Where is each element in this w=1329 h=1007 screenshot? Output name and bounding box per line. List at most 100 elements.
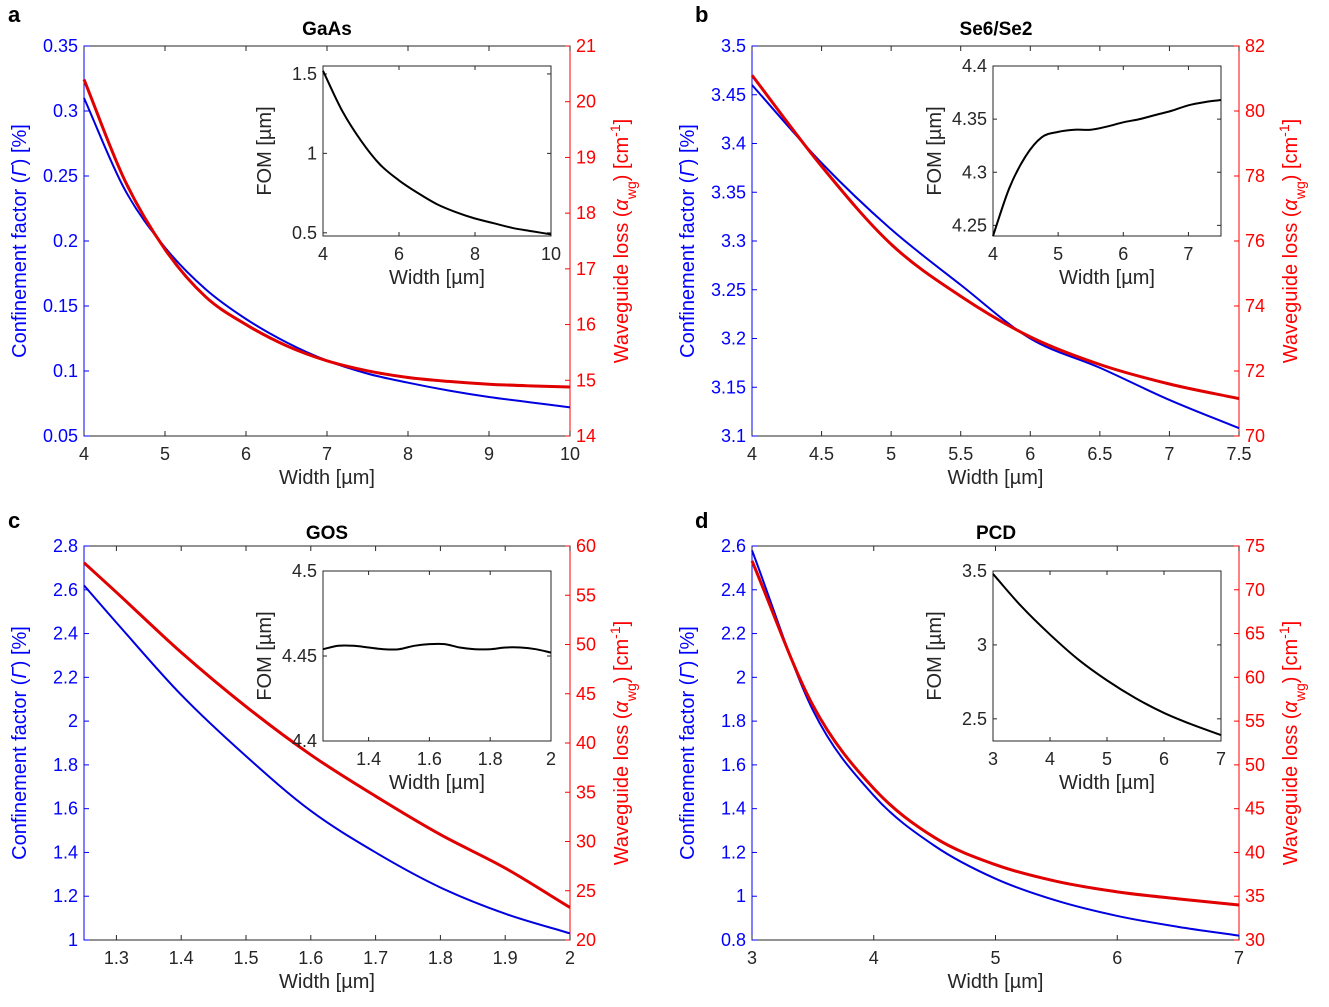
panel-label: a [8, 2, 21, 27]
inset-y-tick-label: 2.5 [962, 709, 987, 729]
left-tick-label: 3.25 [711, 280, 746, 300]
left-axis-label-symbol: Γ [9, 666, 31, 679]
left-tick-label: 0.35 [43, 36, 78, 56]
left-axis-label-symbol: Γ [677, 164, 699, 177]
inset-y-tick-label: 1 [307, 143, 317, 163]
right-tick-label: 65 [1245, 624, 1265, 644]
waveguide-loss-line [750, 560, 1240, 907]
inset-plot-area [322, 65, 552, 237]
x-axis-label: Width [µm] [279, 467, 375, 489]
chart-title: Se6/Se2 [960, 19, 1033, 40]
x-tick-label: 8 [403, 444, 413, 464]
left-axis-label-part: Confinement factor ( [9, 678, 31, 860]
left-tick-label: 1.2 [53, 886, 78, 906]
right-axis-label: Waveguide loss (αwg) [cm-1] [1276, 119, 1308, 363]
x-tick-label: 5 [886, 444, 896, 464]
right-tick-label: 19 [576, 147, 596, 167]
x-tick-label: 1.9 [493, 948, 518, 968]
right-tick-label: 60 [576, 536, 596, 556]
x-tick-label: 1.5 [233, 948, 258, 968]
x-tick-label: 4.5 [809, 444, 834, 464]
left-axis-label-part: ) [%] [9, 626, 31, 667]
x-tick-label: 7 [1164, 444, 1174, 464]
right-tick-label: 55 [576, 585, 596, 605]
inset-x-tick-label: 7 [1216, 749, 1226, 769]
left-tick-label: 1.6 [53, 799, 78, 819]
inset-y-axis-label: FOM [µm] [254, 611, 276, 700]
x-tick-label: 5 [990, 948, 1000, 968]
x-tick-label: 6 [1112, 948, 1122, 968]
right-tick-label: 75 [1245, 536, 1265, 556]
panel-label: d [695, 508, 708, 533]
fom-line [322, 642, 552, 654]
right-tick-label: 60 [1245, 667, 1265, 687]
right-axis-label: Waveguide loss (αwg) [cm-1] [607, 119, 639, 363]
fom-line [992, 99, 1222, 237]
inset-x-tick-label: 10 [541, 244, 561, 264]
left-tick-label: 2 [736, 667, 746, 687]
panel-b: b Se6/Se2 4 4.5 5 5.5 6 6.5 7 7.5 Width [µm] 3.1 3.1… [677, 2, 1308, 489]
right-axis-label-symbol: α [611, 199, 633, 211]
waveguide-loss-line [82, 78, 571, 389]
left-tick-label: 1 [68, 930, 78, 950]
left-tick-label: 1.4 [53, 842, 78, 862]
left-tick-label: 1.2 [721, 842, 746, 862]
x-tick-label: 6 [241, 444, 251, 464]
right-tick-label: 25 [576, 881, 596, 901]
left-tick-label: 3.4 [721, 134, 746, 154]
left-tick-label: 2.8 [53, 536, 78, 556]
inset-x-tick-label: 5 [1053, 244, 1063, 264]
right-tick-label: 45 [576, 684, 596, 704]
left-axis-label-part: Confinement factor ( [9, 176, 31, 358]
left-tick-label: 0.2 [53, 231, 78, 251]
left-tick-label: 1 [736, 886, 746, 906]
inset-x-tick-label: 3 [988, 749, 998, 769]
left-axis-label-part: Confinement factor ( [677, 176, 699, 358]
inset-y-tick-label: 4.35 [952, 109, 987, 129]
right-axis-label-part: ] [1280, 119, 1302, 125]
inset-y-tick-label: 4.25 [952, 215, 987, 235]
right-axis-label-subscript: wg [1292, 683, 1308, 702]
inset-y-tick-label: 4.4 [962, 56, 987, 76]
chart-title: GaAs [302, 19, 352, 40]
x-tick-label: 4 [747, 444, 757, 464]
right-axis-label-part: ) [cm [1280, 137, 1302, 181]
right-tick-label: 17 [576, 259, 596, 279]
x-tick-label: 1.7 [363, 948, 388, 968]
left-tick-label: 3.2 [721, 329, 746, 349]
x-tick-label: 5 [160, 444, 170, 464]
left-axis-label: Confinement factor (Γ) [%] [677, 626, 699, 860]
right-tick-label: 14 [576, 426, 596, 446]
inset-x-axis-label: Width [µm] [389, 267, 485, 289]
x-tick-label: 6.5 [1087, 444, 1112, 464]
right-axis-label-symbol: α [1280, 701, 1302, 713]
right-axis-label-superscript: -1 [1276, 124, 1292, 137]
inset-x-tick-label: 4 [318, 244, 328, 264]
x-tick-label: 1.4 [169, 948, 194, 968]
right-axis-label-symbol: α [1280, 199, 1302, 211]
left-axis-label-part: ) [%] [9, 124, 31, 165]
left-tick-label: 1.4 [721, 799, 746, 819]
left-tick-label: 3.5 [721, 36, 746, 56]
fom-line [992, 573, 1222, 737]
inset-x-tick-label: 5 [1102, 749, 1112, 769]
x-tick-label: 1.8 [428, 948, 453, 968]
fom-line [322, 70, 552, 236]
panel-label: b [695, 2, 708, 27]
inset-plot-area [322, 570, 552, 742]
inset: 1.4 1.6 1.8 2 4.4 4.45 4.5 Width [µm] FOM [µm] [254, 561, 556, 794]
right-axis-label-part: ] [611, 119, 633, 125]
x-tick-label: 6 [1025, 444, 1035, 464]
inset-y-tick-label: 4.3 [962, 162, 987, 182]
x-tick-label: 2 [565, 948, 575, 968]
left-tick-label: 1.8 [53, 755, 78, 775]
right-tick-label: 20 [576, 930, 596, 950]
panel-c: c GOS 1.3 1.4 1.5 1.6 1.7 1.8 1.9 2 Width [µm] 1 1.2… [8, 508, 639, 993]
left-tick-label: 1.6 [721, 755, 746, 775]
left-tick-label: 0.3 [53, 101, 78, 121]
x-axis-label: Width [µm] [279, 971, 375, 993]
right-tick-label: 35 [576, 782, 596, 802]
right-tick-label: 82 [1245, 36, 1265, 56]
right-tick-label: 55 [1245, 711, 1265, 731]
